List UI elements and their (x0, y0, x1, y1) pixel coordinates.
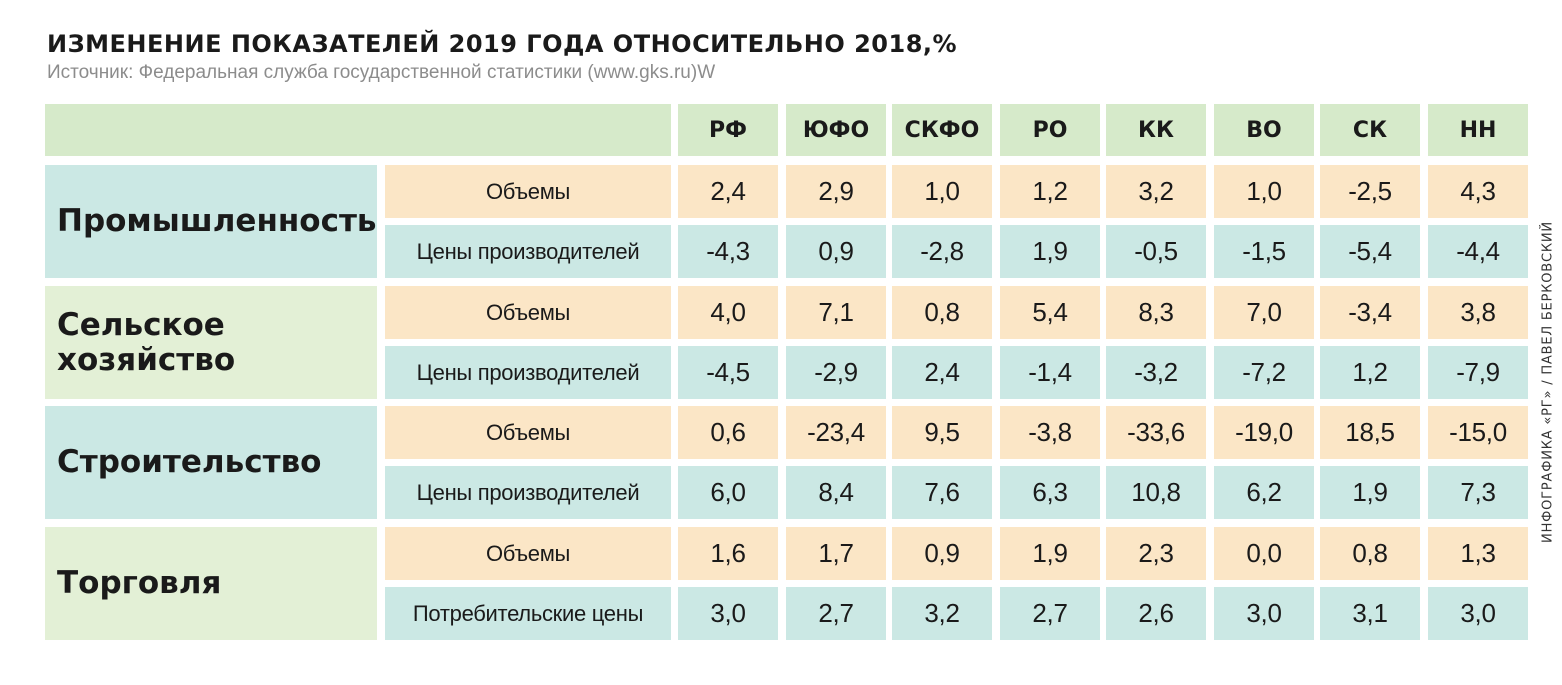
category-name-line: Промышленность (57, 203, 377, 240)
value-cell: -5,4 (1320, 225, 1420, 278)
column-header: РО (1000, 104, 1100, 156)
category-label: Промышленность (45, 165, 377, 278)
column-header: ЮФО (786, 104, 886, 156)
value-cell: -4,5 (678, 346, 778, 399)
value-cell: -2,8 (892, 225, 992, 278)
value-cell: 1,9 (1000, 225, 1100, 278)
category-name-line: Строительство (57, 444, 322, 481)
column-header: КК (1106, 104, 1206, 156)
value-cell: -4,4 (1428, 225, 1528, 278)
category-label: Сельское хозяйство (45, 286, 377, 399)
category-name: Строительство (57, 445, 321, 479)
value-cell: -7,9 (1428, 346, 1528, 399)
value-cell: -1,5 (1214, 225, 1314, 278)
value-cell: 0,6 (678, 406, 778, 459)
value-cell: 6,2 (1214, 466, 1314, 519)
value-cell: 2,7 (1000, 587, 1100, 640)
value-cell: 1,9 (1000, 527, 1100, 580)
category-name: Сельское хозяйство (57, 308, 235, 376)
value-cell: 4,0 (678, 286, 778, 339)
category-name: Торговля (57, 566, 221, 600)
row-label: Объемы (385, 406, 671, 459)
value-cell: 0,8 (892, 286, 992, 339)
value-cell: 0,9 (786, 225, 886, 278)
value-cell: 2,9 (786, 165, 886, 218)
value-cell: 7,6 (892, 466, 992, 519)
value-cell: 18,5 (1320, 406, 1420, 459)
row-label: Потребительские цены (385, 587, 671, 640)
value-cell: -15,0 (1428, 406, 1528, 459)
category-name-line: Сельское (57, 307, 225, 344)
value-cell: 1,9 (1320, 466, 1420, 519)
value-cell: -19,0 (1214, 406, 1314, 459)
infographic-credit: ИНФОГРАФИКА «РГ» / ПАВЕЛ БЕРКОВСКИЙ (1540, 221, 1556, 543)
value-cell: 3,1 (1320, 587, 1420, 640)
value-cell: 1,7 (786, 527, 886, 580)
chart-source: Источник: Федеральная служба государстве… (47, 62, 716, 83)
value-cell: 7,1 (786, 286, 886, 339)
value-cell: 3,2 (892, 587, 992, 640)
value-cell: 1,0 (892, 165, 992, 218)
value-cell: -3,8 (1000, 406, 1100, 459)
value-cell: 1,6 (678, 527, 778, 580)
category-label: Торговля (45, 527, 377, 640)
column-header: СКФО (892, 104, 992, 156)
value-cell: 10,8 (1106, 466, 1206, 519)
value-cell: -33,6 (1106, 406, 1206, 459)
value-cell: 0,0 (1214, 527, 1314, 580)
column-header: ВО (1214, 104, 1314, 156)
value-cell: 3,2 (1106, 165, 1206, 218)
value-cell: 9,5 (892, 406, 992, 459)
value-cell: 2,4 (892, 346, 992, 399)
value-cell: -0,5 (1106, 225, 1206, 278)
value-cell: -4,3 (678, 225, 778, 278)
row-label: Цены производителей (385, 346, 671, 399)
value-cell: 6,0 (678, 466, 778, 519)
value-cell: 3,8 (1428, 286, 1528, 339)
value-cell: -3,4 (1320, 286, 1420, 339)
category-label: Строительство (45, 406, 377, 519)
value-cell: 2,6 (1106, 587, 1206, 640)
row-label: Цены производителей (385, 466, 671, 519)
value-cell: 0,8 (1320, 527, 1420, 580)
value-cell: -1,4 (1000, 346, 1100, 399)
value-cell: -3,2 (1106, 346, 1206, 399)
value-cell: 8,3 (1106, 286, 1206, 339)
value-cell: 3,0 (1428, 587, 1528, 640)
value-cell: 7,3 (1428, 466, 1528, 519)
category-name-line: хозяйство (57, 341, 236, 378)
value-cell: 6,3 (1000, 466, 1100, 519)
column-header: СК (1320, 104, 1420, 156)
value-cell: -7,2 (1214, 346, 1314, 399)
value-cell: 4,3 (1428, 165, 1528, 218)
category-name: Промышленность (57, 204, 377, 238)
row-label: Объемы (385, 286, 671, 339)
value-cell: 7,0 (1214, 286, 1314, 339)
row-label: Объемы (385, 527, 671, 580)
value-cell: 1,2 (1320, 346, 1420, 399)
row-label: Объемы (385, 165, 671, 218)
column-header: РФ (678, 104, 778, 156)
value-cell: 1,2 (1000, 165, 1100, 218)
value-cell: 1,0 (1214, 165, 1314, 218)
category-name-line: Торговля (57, 565, 222, 602)
row-label: Цены производителей (385, 225, 671, 278)
value-cell: 1,3 (1428, 527, 1528, 580)
header-corner (45, 104, 671, 156)
value-cell: -2,5 (1320, 165, 1420, 218)
value-cell: -23,4 (786, 406, 886, 459)
column-header: НН (1428, 104, 1528, 156)
value-cell: 0,9 (892, 527, 992, 580)
value-cell: 2,3 (1106, 527, 1206, 580)
value-cell: -2,9 (786, 346, 886, 399)
value-cell: 8,4 (786, 466, 886, 519)
value-cell: 5,4 (1000, 286, 1100, 339)
value-cell: 3,0 (678, 587, 778, 640)
value-cell: 2,4 (678, 165, 778, 218)
chart-title: ИЗМЕНЕНИЕ ПОКАЗАТЕЛЕЙ 2019 ГОДА ОТНОСИТЕ… (47, 30, 958, 58)
value-cell: 2,7 (786, 587, 886, 640)
value-cell: 3,0 (1214, 587, 1314, 640)
